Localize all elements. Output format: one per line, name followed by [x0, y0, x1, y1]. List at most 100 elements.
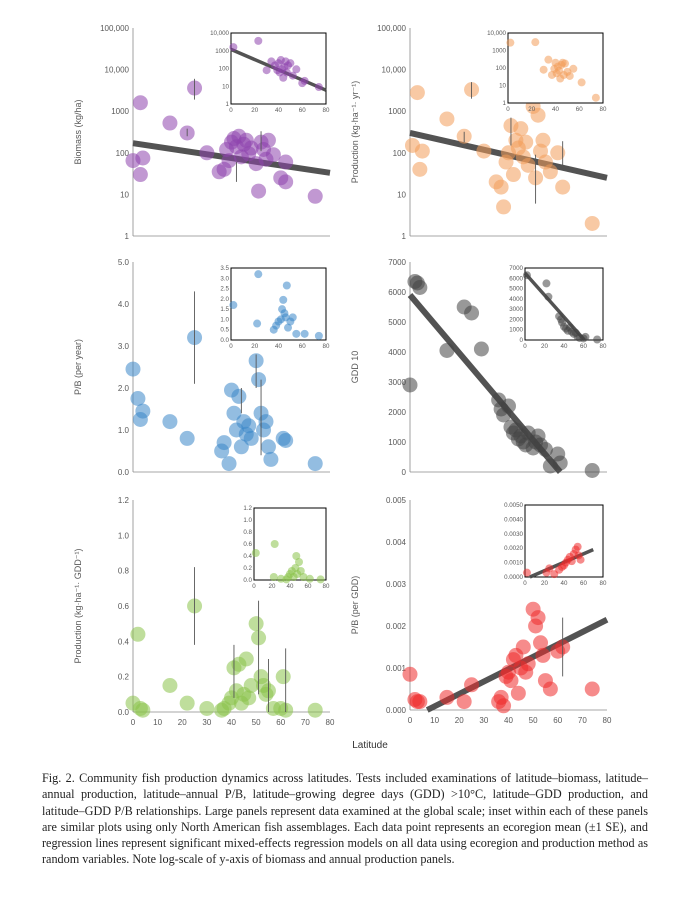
x-tick-label: 20	[541, 343, 548, 350]
data-point	[278, 154, 294, 170]
y-tick-label: 0.4	[243, 553, 252, 560]
data-point	[550, 145, 566, 161]
data-point	[535, 647, 551, 663]
data-point	[251, 549, 260, 557]
y-tick-label: 0.004	[386, 538, 407, 547]
data-point	[515, 639, 531, 655]
data-point	[132, 167, 148, 183]
y-tick-label: 3000	[509, 306, 523, 313]
data-point	[292, 552, 301, 560]
data-point	[254, 270, 263, 279]
data-point	[439, 689, 455, 705]
data-point	[542, 164, 558, 180]
x-tick-label: 20	[251, 343, 258, 350]
data-point	[162, 678, 178, 693]
y-tick-label: 0.2	[118, 673, 130, 682]
y-tick-label: 0.5	[220, 327, 229, 334]
data-point	[531, 38, 540, 47]
data-point	[295, 558, 303, 566]
y-tick-label: 0	[402, 468, 407, 477]
y-tick-label: 0.0050	[504, 502, 523, 509]
x-tick-label: 60	[580, 343, 587, 350]
inset-plot-gdd: 0 1000 2000 3000 4000 5000 6000 7000 0 20 40 60 80	[509, 265, 607, 350]
data-point	[501, 398, 516, 414]
data-point	[307, 702, 323, 718]
x-tick-label: 40	[561, 580, 568, 587]
data-point	[229, 301, 238, 310]
y-tick-label: 10	[397, 190, 406, 199]
data-point	[254, 36, 263, 45]
y-tick-label: 5000	[509, 286, 523, 293]
x-tick-label: 80	[603, 716, 612, 725]
data-point	[162, 115, 178, 131]
x-tick-label: 50	[252, 718, 261, 727]
x-tick-label: 0	[506, 106, 510, 113]
y-tick-label: 0.000	[386, 706, 407, 715]
data-point	[569, 64, 578, 73]
y-tick-label: 3.5	[220, 265, 229, 272]
y-tick-label: 1.5	[220, 306, 229, 313]
x-tick-label: 40	[275, 343, 282, 350]
main-plot-gdd_production: 0.0 0.2 0.4 0.6 0.8 1.0 1.2 0 10 20 30 40 50 60 70 80 Pr…	[73, 496, 335, 727]
x-tick-label: 0	[523, 343, 527, 350]
x-tick-label: 60	[305, 583, 312, 590]
y-tick-label: 1000	[388, 438, 406, 447]
y-tick-label: 0.0020	[504, 545, 523, 552]
x-tick-label: 0	[131, 718, 136, 727]
data-point	[518, 134, 534, 150]
data-point	[542, 279, 551, 288]
x-tick-label: 80	[600, 580, 607, 587]
figure-caption: Fig. 2. Community fish production dynami…	[42, 770, 648, 868]
y-tick-label: 10	[222, 83, 229, 90]
data-point	[316, 575, 325, 584]
y-tick-label: 1000	[388, 107, 406, 116]
data-point	[473, 341, 489, 357]
y-tick-label: 1	[226, 101, 230, 108]
data-point	[125, 361, 141, 377]
data-point	[226, 405, 242, 421]
y-tick-label: 10,000	[382, 66, 407, 75]
data-point	[253, 319, 262, 328]
y-tick-label: 2.0	[220, 296, 229, 303]
y-tick-label: 0.001	[386, 664, 407, 673]
data-point	[584, 463, 600, 478]
data-point	[286, 59, 295, 68]
data-point	[243, 430, 259, 446]
x-tick-label: 40	[227, 718, 236, 727]
data-point	[135, 150, 151, 166]
y-tick-label: 0.0000	[504, 574, 523, 581]
x-tick-label: 40	[561, 343, 568, 350]
data-point	[402, 377, 418, 393]
x-tick-label: 10	[430, 716, 439, 725]
data-point	[292, 65, 301, 74]
y-tick-label: 1.2	[243, 505, 252, 512]
y-tick-label: 0.002	[386, 622, 407, 631]
data-point	[130, 626, 146, 642]
y-tick-label: 1.0	[220, 316, 229, 323]
y-tick-label: 100	[219, 66, 230, 73]
data-point	[288, 71, 297, 80]
data-point	[520, 157, 536, 173]
data-point	[278, 433, 294, 448]
data-point	[199, 145, 215, 161]
x-tick-label: 60	[299, 343, 306, 350]
data-point	[179, 695, 195, 711]
inset-plot-production: 1 10 100 1000 10,000 0 20 40 60 80	[487, 30, 607, 113]
data-point	[530, 107, 546, 123]
y-tick-label: 1000	[111, 107, 129, 116]
data-point	[593, 335, 602, 344]
y-tick-label: 2.0	[118, 384, 130, 393]
y-tick-label: 1.0	[243, 517, 252, 524]
x-tick-label: 0	[523, 580, 527, 587]
x-tick-label: 0	[252, 583, 256, 590]
data-point	[581, 332, 590, 341]
y-tick-label: 0.0010	[504, 560, 523, 567]
y-tick-label: 2000	[509, 316, 523, 323]
x-tick-label: 80	[323, 343, 330, 350]
caption-label: Fig. 2.	[42, 771, 75, 785]
data-point	[314, 83, 323, 92]
x-tick-label: 60	[580, 580, 587, 587]
data-point	[522, 568, 531, 577]
